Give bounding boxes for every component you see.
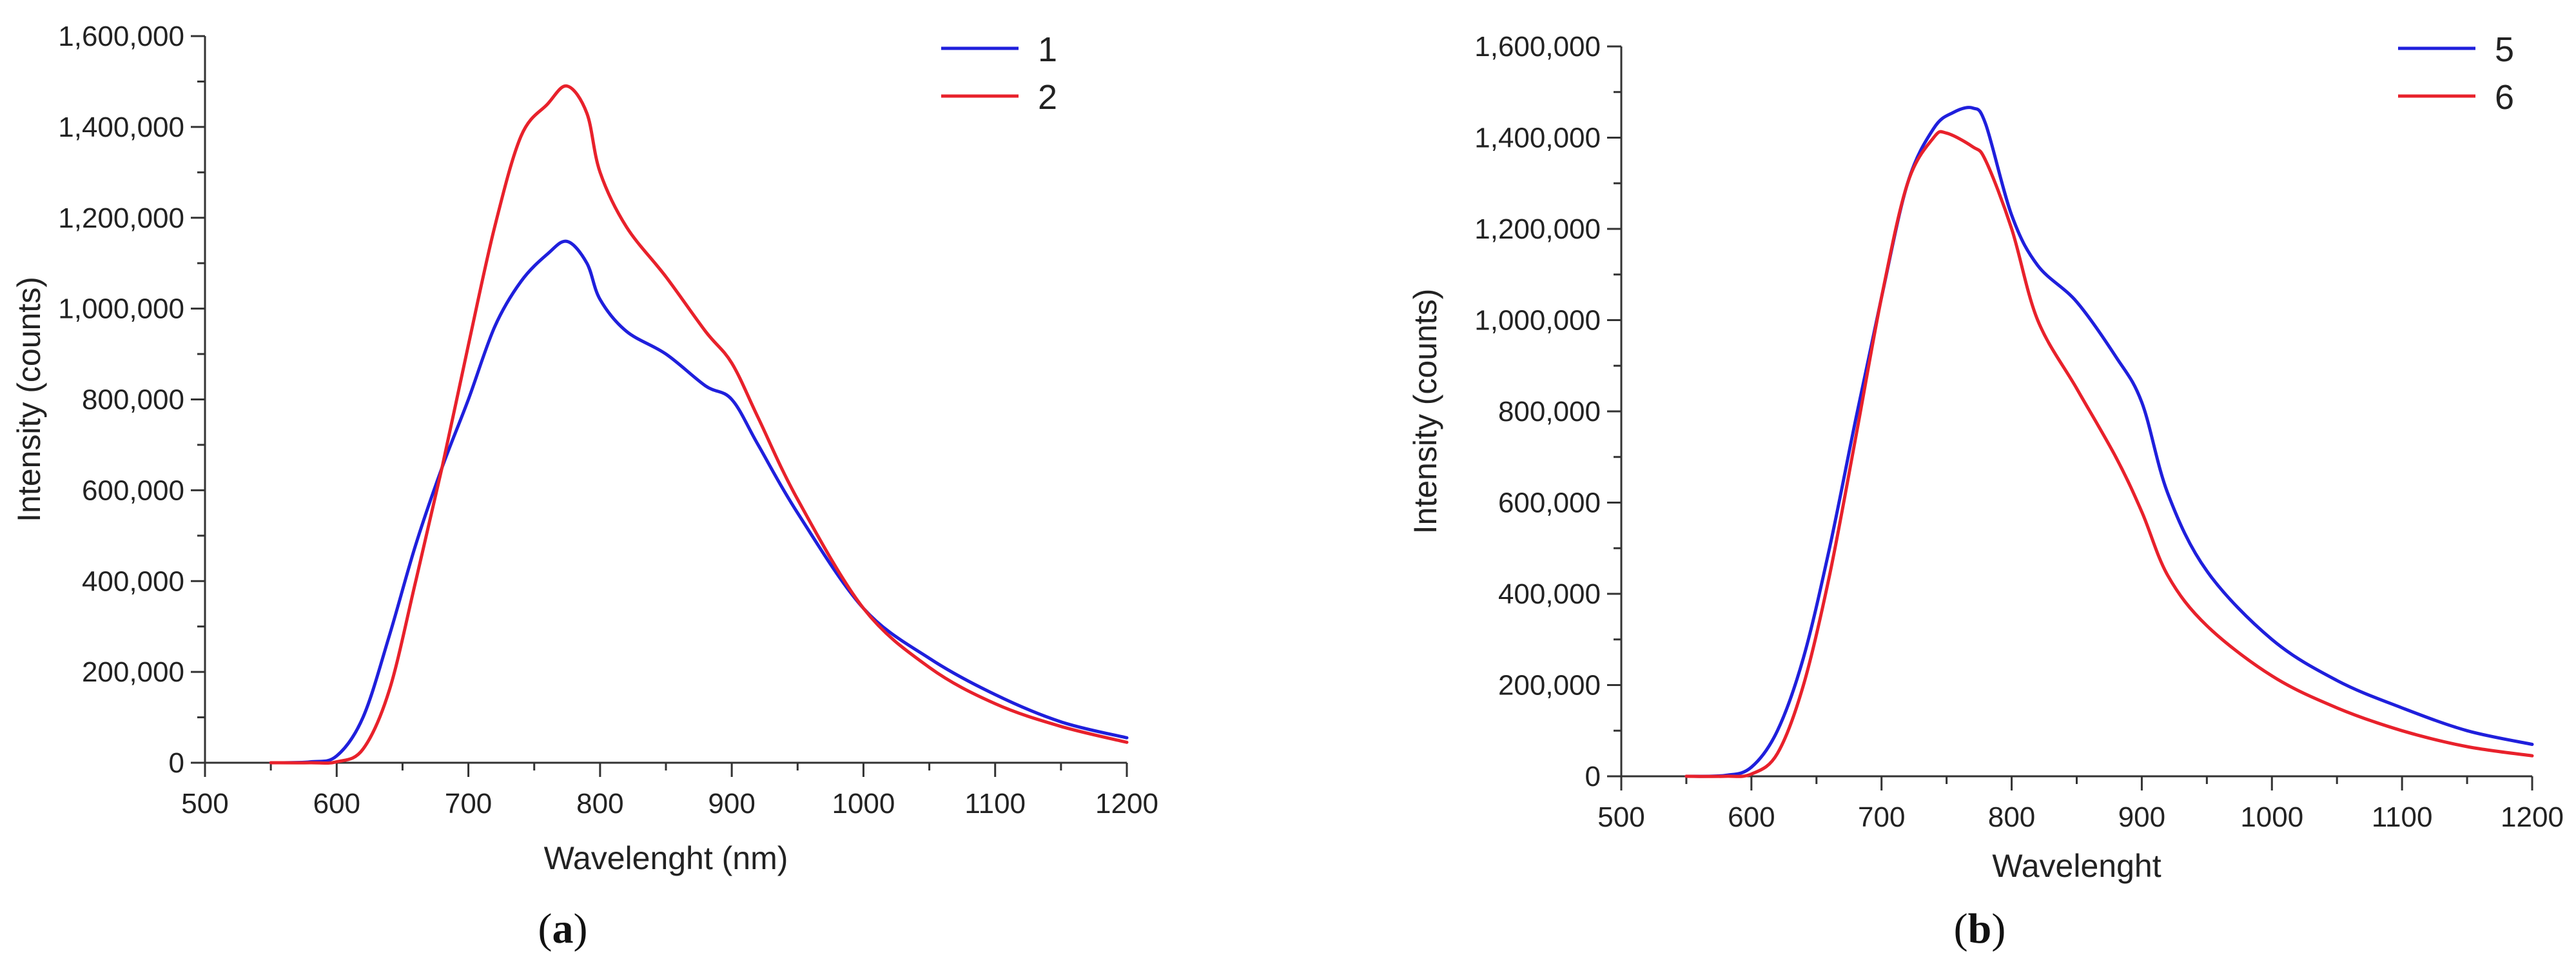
y-tick-label: 200,000 xyxy=(1498,670,1601,701)
legend-label-5: 5 xyxy=(2495,30,2514,69)
x-tick-label: 1200 xyxy=(1095,788,1158,819)
y-tick-label: 1,400,000 xyxy=(1474,123,1601,154)
series-line-1 xyxy=(269,239,1129,765)
x-tick-label: 1100 xyxy=(2372,801,2433,833)
panel-caption-letter-a: a xyxy=(552,905,574,952)
y-tick-label: 1,200,000 xyxy=(1474,213,1601,245)
panel-caption-a: (a) xyxy=(538,905,588,952)
panel-caption-letter-b: b xyxy=(1968,905,1992,952)
plot-area-b: 500 600 700 800 900 1000 1100 1200 0 200,000 400,0… xyxy=(1474,30,2564,833)
chart-panel-b: 500 600 700 800 900 1000 1100 1200 0 200,000 400,0… xyxy=(1407,30,2564,952)
x-tick-label: 1000 xyxy=(832,788,895,819)
x-axis-title-a: Wavelenght (nm) xyxy=(544,840,788,876)
y-tick-label: 0 xyxy=(169,747,184,779)
y-tick-label: 400,000 xyxy=(1498,578,1601,610)
y-tick-label: 400,000 xyxy=(82,565,184,597)
x-tick-label: 600 xyxy=(313,788,360,819)
x-tick-label: 500 xyxy=(1597,801,1644,833)
y-tick-label: 800,000 xyxy=(1498,396,1601,427)
series-line-2 xyxy=(269,84,1129,765)
x-tick-label: 900 xyxy=(2118,801,2165,833)
y-tick-label: 1,400,000 xyxy=(58,112,184,143)
series-line-5 xyxy=(1684,106,2534,778)
x-tick-label: 700 xyxy=(445,788,492,819)
y-tick-label: 1,600,000 xyxy=(1474,31,1601,63)
legend-label-2: 2 xyxy=(1038,78,1057,117)
y-tick-label: 1,200,000 xyxy=(58,202,184,234)
series-line-6 xyxy=(1684,130,2534,778)
x-tick-label: 1100 xyxy=(964,788,1026,819)
x-tick-label: 600 xyxy=(1728,801,1775,833)
legend-label-6: 6 xyxy=(2495,78,2514,117)
x-tick-label: 800 xyxy=(576,788,623,819)
y-tick-label: 1,000,000 xyxy=(58,293,184,325)
x-axis-title-b: Wavelenght xyxy=(1992,848,2161,884)
y-tick-label: 1,000,000 xyxy=(1474,305,1601,337)
y-tick-label: 0 xyxy=(1585,761,1601,792)
y-tick-label: 800,000 xyxy=(82,384,184,416)
x-tick-label: 900 xyxy=(708,788,755,819)
x-tick-label: 1000 xyxy=(2240,801,2303,833)
plot-area-a: 500 600 700 800 900 1000 1100 1200 0 200,000 400,0… xyxy=(58,21,1158,819)
x-tick-label: 500 xyxy=(181,788,228,819)
x-tick-label: 800 xyxy=(1988,801,2035,833)
y-tick-label: 600,000 xyxy=(82,475,184,506)
y-tick-label: 1,600,000 xyxy=(58,21,184,52)
panel-caption-b: (b) xyxy=(1954,905,2006,952)
x-tick-label: 1200 xyxy=(2501,801,2564,833)
y-axis-title-a: Intensity (counts) xyxy=(11,277,47,522)
legend-label-1: 1 xyxy=(1038,30,1057,69)
chart-panel-a: 500 600 700 800 900 1000 1100 1200 0 200,000 400,0… xyxy=(11,21,1158,952)
y-tick-label: 600,000 xyxy=(1498,487,1601,519)
x-tick-label: 700 xyxy=(1858,801,1905,833)
y-tick-label: 200,000 xyxy=(82,656,184,688)
y-axis-title-b: Intensity (counts) xyxy=(1407,289,1443,535)
